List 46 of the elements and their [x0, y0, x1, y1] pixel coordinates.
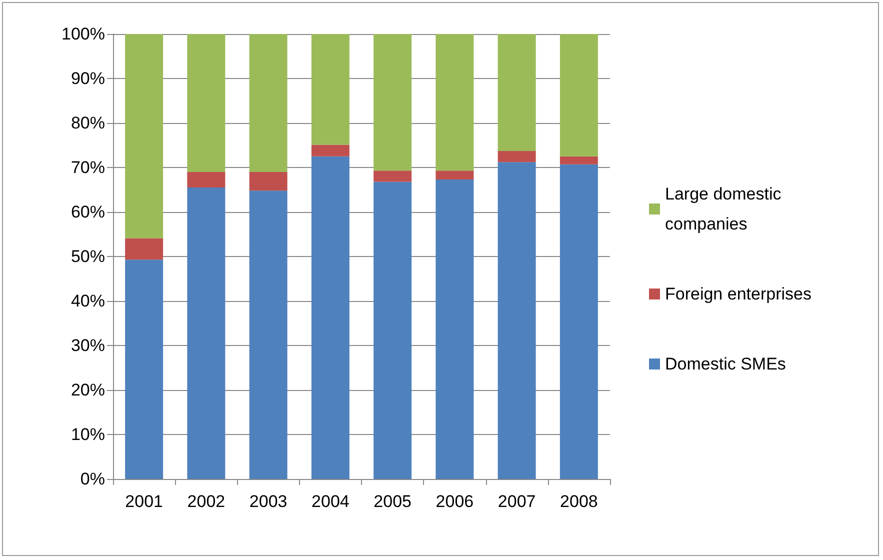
bar	[125, 260, 164, 479]
x-tick-label: 2008	[560, 492, 598, 511]
bar	[187, 188, 226, 479]
x-tick-label: 2002	[187, 492, 226, 511]
y-tick-label: 10%	[70, 425, 105, 444]
bar	[187, 172, 226, 188]
y-tick-label: 90%	[70, 69, 105, 88]
bar	[374, 170, 412, 182]
x-tick-label: 2004	[312, 492, 350, 511]
bar	[498, 162, 536, 479]
bar	[311, 34, 350, 145]
bar	[125, 238, 164, 260]
bar	[498, 151, 536, 162]
bar	[560, 156, 598, 164]
y-tick-label: 20%	[70, 380, 105, 400]
bar	[560, 164, 598, 479]
y-tick-label: 50%	[70, 247, 105, 266]
y-tick-label: 80%	[70, 114, 105, 132]
bar	[374, 182, 412, 479]
bar	[311, 156, 350, 479]
bar	[436, 170, 474, 180]
x-tick-label: 2007	[498, 492, 536, 511]
legend-label: Domestic SMEs	[665, 354, 786, 374]
legend-label: Large domestic companies	[665, 184, 786, 234]
x-tick-label: 2001	[125, 492, 163, 511]
x-tick-label: 2006	[436, 492, 474, 511]
y-tick-label: 60%	[70, 202, 105, 222]
bar	[311, 144, 350, 156]
y-tick-label: 30%	[70, 336, 105, 355]
y-tick-label: 40%	[70, 292, 105, 310]
y-tick-label: 70%	[70, 158, 105, 177]
bar	[498, 34, 536, 152]
bar	[436, 34, 474, 171]
y-tick-label: 100%	[62, 24, 105, 44]
y-tick-label: 0%	[80, 470, 105, 488]
x-tick-label: 2003	[249, 492, 288, 511]
bar	[560, 34, 598, 156]
bar	[249, 34, 288, 172]
bar	[436, 180, 474, 479]
bar	[249, 172, 288, 191]
bar	[125, 34, 164, 238]
bar	[187, 34, 226, 172]
legend-label: Foreign enterprises	[665, 284, 812, 304]
bar	[249, 190, 288, 479]
x-tick-label: 2005	[374, 492, 412, 511]
bar	[374, 34, 412, 171]
